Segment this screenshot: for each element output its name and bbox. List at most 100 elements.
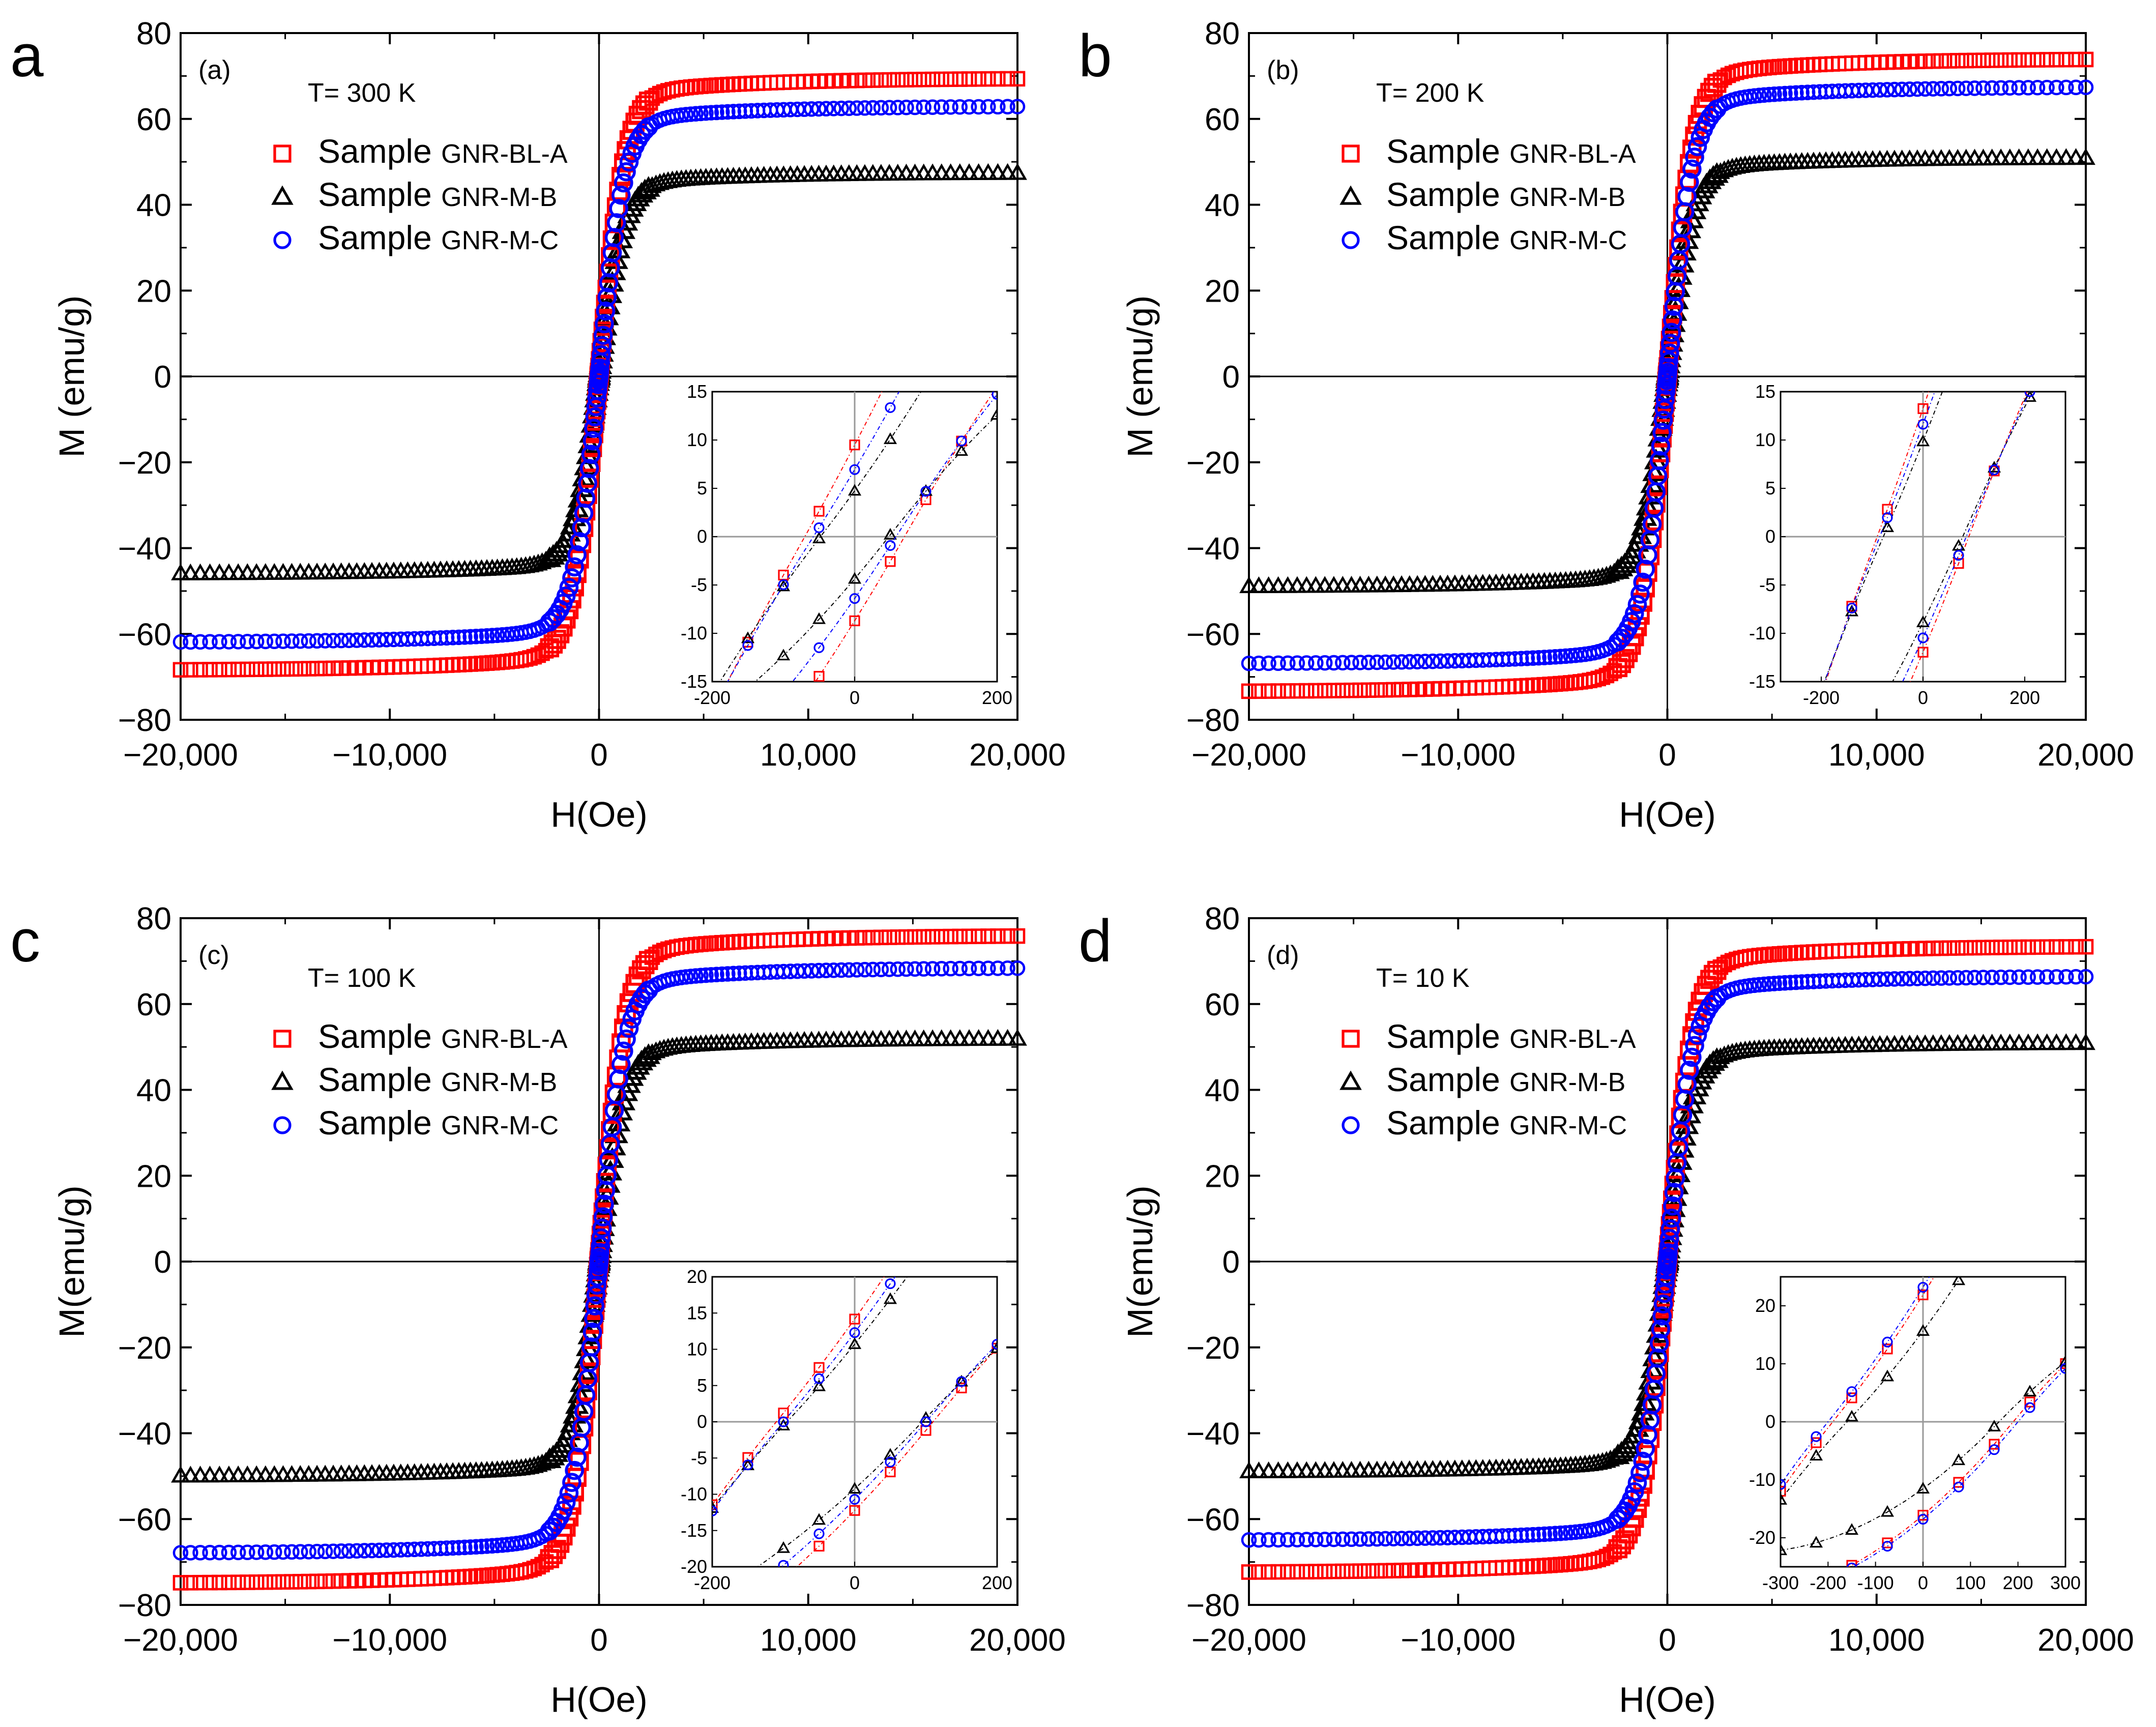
data-point: [1941, 940, 1958, 956]
inset-data-point: [885, 556, 896, 567]
data-point: [725, 965, 741, 982]
data-point: [1306, 1461, 1326, 1478]
inset-data-point: [779, 723, 788, 733]
data-point: [1894, 81, 1910, 98]
data-point: [547, 1540, 566, 1559]
data-point: [833, 962, 849, 978]
inset-data-point: [1882, 504, 1893, 515]
data-point: [595, 1194, 614, 1214]
legend-label: Sample GNR-BL-A: [318, 1017, 568, 1055]
inset-data-point: [1846, 1386, 1857, 1397]
data-point: [2011, 80, 2027, 96]
inset-data-point: [957, 218, 966, 227]
data-point: [317, 1573, 333, 1589]
data-point: [841, 962, 857, 978]
data-point: [1649, 1333, 1669, 1353]
inset-data-point: [1883, 729, 1892, 738]
data-point: [247, 563, 267, 580]
data-point: [2056, 148, 2076, 165]
data-point: [1251, 1564, 1267, 1580]
data-point: [849, 962, 865, 978]
data-point: [325, 1543, 341, 1559]
inset-data-point: [742, 1452, 753, 1463]
data-point: [1630, 1463, 1650, 1482]
y-tick-label: 60: [1205, 987, 1240, 1022]
inset-y-tick-label: 5: [697, 478, 707, 499]
inset-y-tick-label: 0: [1765, 1411, 1775, 1432]
data-point: [980, 99, 996, 115]
panel-tag: (d): [1267, 941, 1299, 970]
inset-data-point: [1951, 539, 1966, 551]
inset-data-point: [776, 1541, 791, 1553]
data-point: [803, 963, 820, 979]
inset-x-tick-label: 0: [850, 1572, 860, 1593]
data-point: [2009, 1033, 2029, 1050]
data-point: [1369, 654, 1385, 670]
inset-data-point: [1809, 1449, 1823, 1461]
inset-data-point: [1990, 1157, 1999, 1166]
data-point: [325, 1573, 341, 1589]
inset-data-point: [1846, 602, 1857, 614]
x-tick-label: −20,000: [123, 738, 238, 773]
inset-y-tick-label: -10: [681, 623, 707, 643]
data-point: [484, 1538, 500, 1554]
data-point: [292, 661, 308, 677]
inset-branch-line: [814, 392, 995, 682]
data-point: [1409, 1530, 1425, 1546]
data-point: [2002, 969, 2018, 985]
inset-data-point: [747, 681, 748, 682]
data-point: [1975, 970, 1991, 985]
data-point: [714, 966, 730, 982]
data-point: [1630, 584, 1650, 604]
inset-data-point: [747, 1566, 748, 1567]
data-point: [1761, 86, 1777, 103]
inset-y-tick-label: 5: [697, 1375, 707, 1396]
data-point: [1377, 1563, 1393, 1579]
inset-data-point: [1916, 616, 1930, 627]
inset-branch-line: [712, 1277, 908, 1509]
data-point: [2029, 939, 2046, 955]
data-point: [1687, 1026, 1707, 1045]
data-point: [333, 1573, 349, 1589]
data-point: [1261, 1564, 1276, 1580]
data-point: [349, 632, 365, 648]
data-point: [565, 1460, 584, 1480]
data-point: [1991, 1033, 2011, 1050]
data-point: [1879, 971, 1895, 987]
data-point: [479, 628, 495, 644]
data-point: [1967, 970, 1983, 986]
data-point: [1417, 654, 1433, 669]
inset-data-point: [1954, 319, 1963, 328]
inset-data-point: [1781, 1493, 1788, 1505]
inset-y-tick-label: 15: [1755, 381, 1775, 402]
inset-data-point: [921, 337, 930, 346]
inset-data-point: [883, 1292, 897, 1304]
data-point: [247, 1465, 267, 1482]
inset-data-point: [2061, 1011, 2070, 1020]
inset-data-point: [1846, 1562, 1857, 1567]
data-point: [292, 633, 308, 649]
data-point: [952, 960, 968, 977]
data-point: [1864, 82, 1881, 98]
data-point: [1335, 683, 1351, 698]
data-point: [1864, 972, 1881, 987]
data-point: [445, 630, 461, 646]
data-point: [591, 1236, 610, 1256]
data-point: [969, 163, 988, 180]
inset-data-point: [776, 649, 791, 661]
temperature-label: T= 200 K: [1376, 78, 1484, 108]
data-point: [1553, 1525, 1568, 1541]
data-point: [1306, 576, 1326, 593]
inset-data-point: [992, 392, 997, 400]
inset-data-point: [1917, 419, 1929, 430]
inset-branch-line: [1892, 392, 2033, 682]
y-tick-label: 80: [136, 901, 171, 936]
inset-data-point: [1812, 868, 1821, 877]
data-point: [309, 661, 325, 677]
data-point: [1652, 1312, 1672, 1332]
data-point: [200, 563, 220, 580]
data-point: [1659, 343, 1679, 363]
inset: -15 -10 -5 0 5 10 15 -200 0 200: [1749, 319, 2066, 877]
